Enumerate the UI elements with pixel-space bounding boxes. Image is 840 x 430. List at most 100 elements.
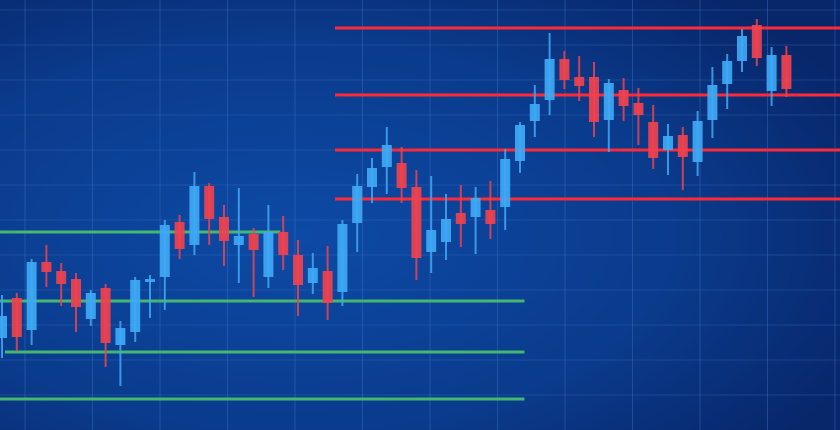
candle-body bbox=[677, 135, 688, 157]
candle-body bbox=[589, 77, 599, 122]
candle-body bbox=[233, 236, 244, 245]
candle-body bbox=[248, 234, 259, 250]
candle-body bbox=[411, 187, 422, 258]
candle-up bbox=[529, 85, 540, 137]
candle-body bbox=[337, 224, 348, 292]
candle-body bbox=[0, 316, 7, 338]
candle-body bbox=[707, 85, 718, 120]
candle-down bbox=[219, 205, 229, 266]
candle-down bbox=[574, 56, 585, 101]
candle-body bbox=[159, 225, 170, 277]
candle-down bbox=[559, 51, 570, 89]
candle-body bbox=[500, 159, 511, 207]
candle-down bbox=[677, 127, 688, 190]
candle-body bbox=[396, 163, 407, 188]
candle-down bbox=[455, 185, 466, 247]
candle-up bbox=[85, 290, 96, 326]
candle-down bbox=[648, 105, 659, 169]
candle-body bbox=[100, 288, 111, 343]
candle-up bbox=[381, 127, 392, 194]
candle-up bbox=[0, 295, 7, 358]
candle-up bbox=[159, 220, 170, 310]
candle-up bbox=[500, 149, 511, 230]
candle-up bbox=[263, 205, 274, 288]
candle-body bbox=[441, 219, 451, 242]
candle-body bbox=[515, 125, 525, 161]
candle-up bbox=[544, 33, 555, 115]
candle-body bbox=[189, 186, 200, 245]
candle-body bbox=[529, 104, 540, 121]
candle-body bbox=[618, 90, 629, 106]
candle-down bbox=[411, 170, 422, 280]
candle-body bbox=[737, 36, 747, 61]
candle-up bbox=[367, 158, 377, 203]
candle-up bbox=[515, 122, 525, 173]
candle-body bbox=[352, 186, 363, 223]
candle-up bbox=[307, 253, 318, 294]
candle-body bbox=[174, 222, 185, 249]
candle-body bbox=[381, 145, 392, 167]
candle-down bbox=[174, 215, 185, 259]
candle-up bbox=[352, 174, 363, 252]
candle-body bbox=[470, 198, 481, 217]
candle-body bbox=[56, 271, 67, 284]
candle-up bbox=[707, 67, 718, 138]
candle-body bbox=[278, 232, 289, 255]
candle-down bbox=[100, 284, 111, 367]
candle-down bbox=[781, 46, 792, 97]
candle-body bbox=[307, 268, 318, 283]
candle-down bbox=[485, 181, 496, 239]
candle-body bbox=[263, 232, 274, 277]
candle-down bbox=[589, 62, 599, 137]
candle-body bbox=[204, 186, 215, 219]
candle-down bbox=[204, 183, 215, 245]
candle-body bbox=[219, 217, 229, 241]
candle-up bbox=[766, 47, 777, 106]
candle-body bbox=[455, 213, 466, 224]
candle-down bbox=[293, 240, 303, 316]
candle-up bbox=[115, 321, 126, 386]
candle-up bbox=[130, 277, 141, 342]
candle-down bbox=[278, 216, 289, 270]
candle-up bbox=[426, 176, 437, 273]
candle-up bbox=[337, 220, 348, 306]
candle-up bbox=[441, 194, 451, 260]
candle-up bbox=[722, 54, 733, 109]
candle-down bbox=[322, 246, 333, 320]
candle-body bbox=[367, 168, 377, 187]
candle-down bbox=[248, 228, 259, 297]
candle-up bbox=[189, 172, 200, 255]
candle-up bbox=[26, 259, 37, 345]
candle-body bbox=[648, 122, 659, 158]
candle-body bbox=[115, 328, 126, 345]
candle-down bbox=[396, 147, 407, 203]
candle-body bbox=[766, 55, 777, 91]
candle-up bbox=[145, 275, 155, 318]
candle-body bbox=[781, 55, 792, 89]
candle-up bbox=[603, 79, 614, 152]
candles bbox=[0, 19, 792, 386]
candle-body bbox=[145, 279, 155, 282]
candle-body bbox=[322, 271, 333, 303]
candle-down bbox=[41, 245, 52, 287]
candle-body bbox=[485, 210, 496, 224]
candle-body bbox=[663, 136, 673, 150]
candle-body bbox=[85, 293, 96, 319]
candle-body bbox=[574, 77, 585, 86]
candle-up bbox=[692, 111, 703, 176]
candle-body bbox=[559, 59, 570, 80]
candle-down bbox=[56, 263, 67, 306]
candle-body bbox=[293, 255, 303, 285]
candle-body bbox=[603, 83, 614, 120]
candle-up bbox=[737, 29, 747, 72]
candle-body bbox=[426, 230, 437, 252]
candle-body bbox=[71, 279, 81, 307]
candle-down bbox=[633, 88, 644, 145]
candle-body bbox=[722, 61, 733, 84]
candle-body bbox=[41, 262, 52, 272]
candle-up bbox=[233, 188, 244, 283]
candle-down bbox=[751, 19, 762, 66]
candle-body bbox=[692, 121, 703, 162]
candle-body bbox=[26, 262, 37, 330]
